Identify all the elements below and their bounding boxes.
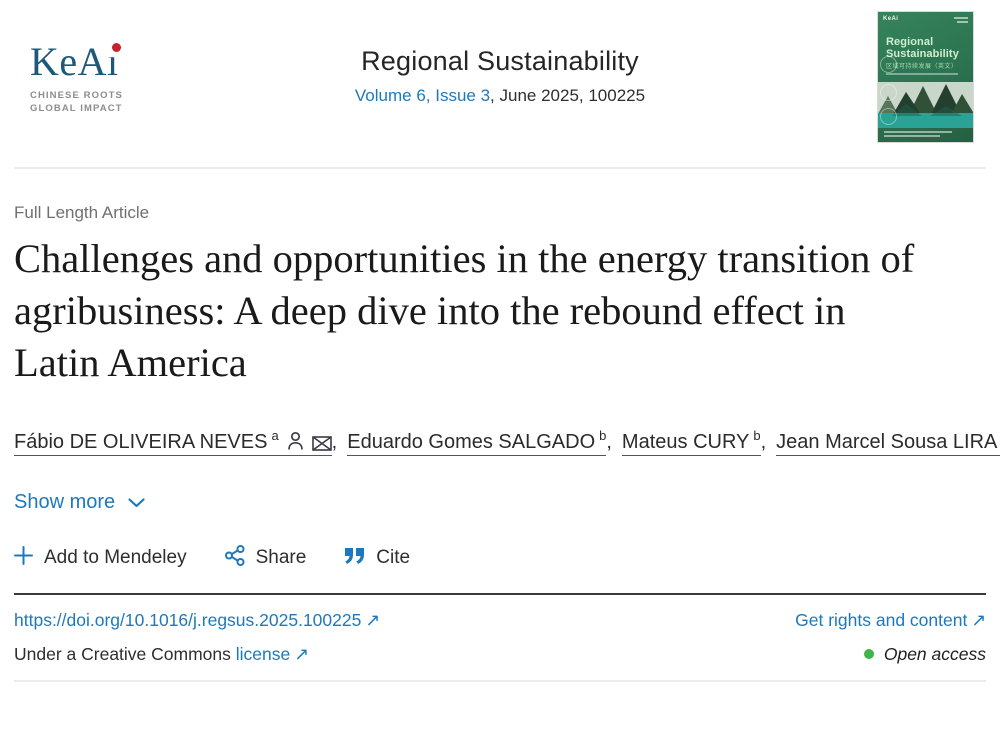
share-button[interactable]: Share <box>224 544 307 572</box>
authors-list: Fábio DE OLIVEIRA NEVES a, Eduardo Gomes S… <box>14 417 1000 464</box>
issue-link[interactable]: Volume 6, Issue 3 <box>354 86 491 105</box>
author-affiliation-sup: b <box>753 428 761 443</box>
doi-link[interactable]: https://doi.org/10.1016/j.regsus.2025.10… <box>14 609 381 630</box>
cover-title-line1: Regional <box>886 36 934 48</box>
cover-circle-ornament <box>880 108 897 125</box>
cover-title-line2: Sustainability <box>886 47 959 60</box>
article-main: Full Length Article Challenges and oppor… <box>0 203 1000 572</box>
author-name: Jean Marcel Sousa LIRA <box>776 430 998 453</box>
cover-publisher-textline <box>957 21 968 23</box>
issue-line: Volume 6, Issue 3, June 2025, 100225 <box>0 86 1000 106</box>
license-row: Under a Creative Commons license ↗ Open a… <box>0 644 1000 665</box>
cover-circle-ornament <box>880 84 897 101</box>
keai-wordmark-i: i <box>107 39 119 84</box>
journal-header: KeAi CHINESE ROOTS GLOBAL IMPACT Regiona… <box>0 0 1000 167</box>
plus-icon <box>14 545 33 571</box>
keai-tagline-line2: GLOBAL IMPACT <box>30 103 123 114</box>
bottom-divider <box>14 679 986 682</box>
chevron-down-icon <box>128 491 145 514</box>
author-separator: , <box>331 430 338 453</box>
section-divider-dark <box>14 592 986 595</box>
author-separator: , <box>760 430 767 453</box>
keai-tagline-line1: CHINESE ROOTS <box>30 90 123 101</box>
author-link[interactable]: Mateus CURY b <box>621 428 761 456</box>
journal-meta: Regional Sustainability Volume 6, Issue … <box>0 46 1000 106</box>
author-affiliation-sup: b <box>599 428 607 443</box>
author-name: Mateus CURY <box>621 430 750 453</box>
journal-title[interactable]: Regional Sustainability <box>361 46 639 76</box>
cover-subtitle-chinese: 区域可持续发展（英文） <box>886 64 958 70</box>
author-name: Fábio DE OLIVEIRA NEVES <box>14 430 268 453</box>
cite-button[interactable]: Cite <box>344 547 410 570</box>
author-separator: , <box>606 430 612 453</box>
article-title: Challenges and opportunities in the ener… <box>14 236 915 385</box>
keai-red-dot <box>111 43 121 52</box>
journal-cover-thumbnail[interactable]: KeAi Regional Sustainability 区域可持续发展（英文） <box>878 12 973 142</box>
keai-tagline: CHINESE ROOTS GLOBAL IMPACT <box>30 89 123 115</box>
cite-label: Cite <box>376 547 411 569</box>
keai-logo[interactable]: KeAi CHINESE ROOTS GLOBAL IMPACT <box>30 42 123 115</box>
cite-quote-icon <box>344 547 365 570</box>
license-text: Under a Creative Commons license ↗ <box>14 644 309 665</box>
author-link[interactable]: Eduardo Gomes SALGADO b <box>347 428 607 456</box>
cover-circle-ornament <box>880 56 897 73</box>
cover-publisher-textline <box>954 17 968 19</box>
author-link[interactable]: Jean Marcel Sousa LIRAc <box>776 430 1000 456</box>
share-icon <box>224 544 245 572</box>
show-more-button[interactable]: Show more <box>14 491 145 514</box>
keai-wordmark: KeAi <box>30 39 121 84</box>
license-prefix: Under a Creative Commons <box>14 643 231 664</box>
keai-wordmark-prefix: KeA <box>30 39 108 84</box>
cover-keai-text: KeAi <box>883 16 899 22</box>
article-toolbar: Add to Mendeley Share Cite <box>14 544 986 572</box>
author-profile-person-icon[interactable] <box>287 431 304 456</box>
license-link[interactable]: license ↗ <box>235 643 309 664</box>
cover-info-textline <box>886 73 958 75</box>
doi-row: https://doi.org/10.1016/j.regsus.2025.10… <box>0 610 1000 631</box>
article-type-label: Full Length Article <box>14 203 150 222</box>
external-arrow-icon: ↗ <box>365 609 381 630</box>
open-access-dot-icon <box>863 649 874 660</box>
add-to-mendeley-label: Add to Mendeley <box>44 547 187 569</box>
get-rights-link[interactable]: Get rights and content ↗ <box>795 609 986 630</box>
author-name: Eduardo Gomes SALGADO <box>347 430 596 453</box>
open-access-label: Open access <box>883 643 986 664</box>
share-label: Share <box>255 547 307 569</box>
header-divider <box>14 167 986 169</box>
external-arrow-icon: ↗ <box>971 609 986 630</box>
open-access-badge: Open access <box>863 643 986 665</box>
show-more-label: Show more <box>14 490 116 513</box>
issue-date-text: , June 2025, 100225 <box>490 86 646 105</box>
external-arrow-icon: ↗ <box>294 643 309 664</box>
author-link[interactable]: Fábio DE OLIVEIRA NEVES a <box>14 428 332 456</box>
add-to-mendeley-button[interactable]: Add to Mendeley <box>14 545 187 571</box>
cover-journal-title: Regional Sustainability <box>886 36 959 60</box>
email-envelope-icon[interactable] <box>311 434 332 456</box>
author-affiliation-sup: a <box>271 428 279 443</box>
